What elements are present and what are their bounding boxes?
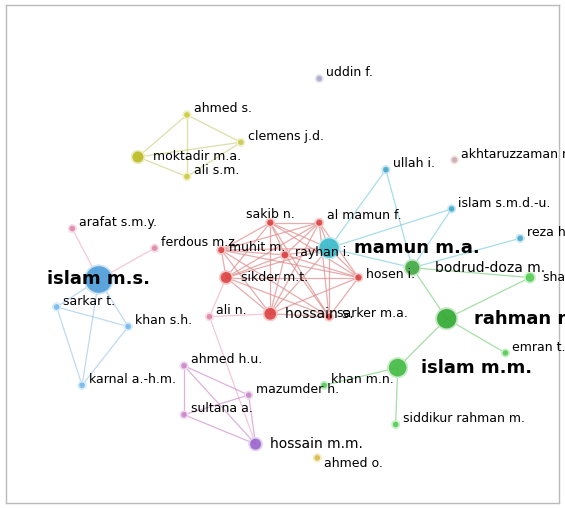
Circle shape <box>266 219 274 227</box>
Text: mamun m.a.: mamun m.a. <box>354 239 479 257</box>
Circle shape <box>448 205 455 212</box>
Text: sultana a.: sultana a. <box>191 402 253 416</box>
Circle shape <box>451 156 458 164</box>
Circle shape <box>316 75 323 82</box>
Text: rayhan i.: rayhan i. <box>295 245 350 259</box>
Circle shape <box>132 151 144 163</box>
Circle shape <box>237 139 245 146</box>
Text: ullah i.: ullah i. <box>393 157 434 170</box>
Text: sarkar t.: sarkar t. <box>63 295 116 307</box>
Text: uddin f.: uddin f. <box>326 66 373 79</box>
Circle shape <box>320 382 328 389</box>
Text: ali n.: ali n. <box>216 304 247 318</box>
Circle shape <box>151 244 158 252</box>
Text: ali s.m.: ali s.m. <box>194 164 239 177</box>
Text: ahmed o.: ahmed o. <box>324 457 383 470</box>
Circle shape <box>180 411 188 419</box>
Text: sikder m.t.: sikder m.t. <box>241 271 308 284</box>
Circle shape <box>53 303 60 310</box>
Text: khan s.h.: khan s.h. <box>135 314 192 327</box>
Circle shape <box>264 307 277 321</box>
Text: sarker m.a.: sarker m.a. <box>337 307 408 320</box>
Circle shape <box>79 382 86 389</box>
Text: siddikur rahman m.: siddikur rahman m. <box>402 412 524 425</box>
Circle shape <box>525 272 535 282</box>
Circle shape <box>392 421 399 428</box>
Text: ahmed h.u.: ahmed h.u. <box>191 354 262 366</box>
Text: islam s.m.d.-u.: islam s.m.d.-u. <box>458 197 551 209</box>
Circle shape <box>180 362 188 369</box>
Text: khan m.n.: khan m.n. <box>331 373 394 386</box>
Circle shape <box>69 225 76 232</box>
Circle shape <box>220 271 232 284</box>
Circle shape <box>436 308 457 329</box>
Circle shape <box>319 238 340 259</box>
Text: mazumder h.: mazumder h. <box>255 383 338 396</box>
Text: moktadir m.a.: moktadir m.a. <box>153 150 241 164</box>
Circle shape <box>383 166 389 173</box>
Text: islam m.s.: islam m.s. <box>47 270 150 289</box>
Circle shape <box>206 313 213 321</box>
Text: rahman m.m.: rahman m.m. <box>474 310 565 328</box>
Circle shape <box>218 246 225 254</box>
Text: sakib n.: sakib n. <box>246 208 294 221</box>
Circle shape <box>183 111 190 118</box>
Circle shape <box>516 235 524 242</box>
Circle shape <box>405 260 420 275</box>
Circle shape <box>249 438 262 451</box>
Text: karnal a.-h.m.: karnal a.-h.m. <box>89 373 176 386</box>
Text: muhit m.: muhit m. <box>229 241 285 253</box>
Text: bodrud-doza m.: bodrud-doza m. <box>435 261 545 275</box>
Text: ahmed s.: ahmed s. <box>194 103 252 115</box>
Text: emran t.b.: emran t.b. <box>512 340 565 354</box>
Text: islam m.m.: islam m.m. <box>421 359 532 376</box>
Circle shape <box>245 392 253 399</box>
Text: hossain s.: hossain s. <box>285 307 354 321</box>
Circle shape <box>354 274 362 281</box>
Text: akhtaruzzaman m.: akhtaruzzaman m. <box>462 147 565 161</box>
Text: al mamun f.: al mamun f. <box>327 209 402 223</box>
Circle shape <box>85 265 113 294</box>
Circle shape <box>315 219 323 227</box>
Circle shape <box>502 350 509 357</box>
Circle shape <box>124 323 132 330</box>
Text: clemens j.d.: clemens j.d. <box>247 130 324 143</box>
Circle shape <box>183 173 190 180</box>
Circle shape <box>388 358 407 377</box>
Circle shape <box>325 313 333 321</box>
Text: hosen i.: hosen i. <box>366 268 415 281</box>
Text: ferdous m.z.: ferdous m.z. <box>162 236 239 249</box>
Circle shape <box>314 454 321 461</box>
Text: reza h.m.: reza h.m. <box>527 226 565 239</box>
Circle shape <box>281 251 289 259</box>
Text: arafat s.m.y.: arafat s.m.y. <box>79 216 157 229</box>
Text: hossain m.m.: hossain m.m. <box>270 437 363 451</box>
Text: shammi m.: shammi m. <box>543 271 565 284</box>
